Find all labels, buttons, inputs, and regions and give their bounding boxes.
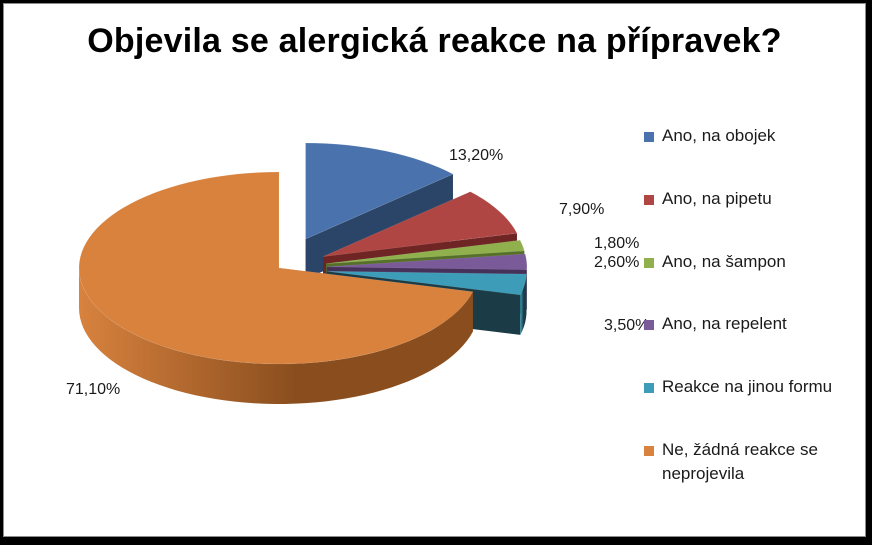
legend-item-repelent: Ano, na repelent <box>644 312 859 336</box>
data-label-obojek: 13,20% <box>449 147 503 164</box>
legend-label-repelent: Ano, na repelent <box>662 314 787 333</box>
legend-item-jina-forma: Reakce na jinou formu <box>644 375 859 399</box>
legend-item-pipetu: Ano, na pipetu <box>644 187 859 211</box>
legend-label-zadna-reakce: Ne, žádná reakce se neprojevila <box>662 440 818 483</box>
legend-label-sampon: Ano, na šampon <box>662 252 786 271</box>
chart-title: Objevila se alergická reakce na příprave… <box>87 22 782 60</box>
data-label-jina-forma: 3,50% <box>604 317 649 334</box>
pie-chart: 13,20% 7,90% 1,80% 2,60% 3,50% 71,10% <box>66 142 649 404</box>
legend-swatch-pipetu <box>644 195 654 205</box>
legend-swatch-obojek <box>644 132 654 142</box>
data-label-repelent: 2,60% <box>594 254 639 271</box>
legend-label-obojek: Ano, na obojek <box>662 126 776 145</box>
pie-slice-zadna-reakce <box>78 171 474 404</box>
legend-item-obojek: Ano, na obojek <box>644 124 859 148</box>
legend-item-zadna-reakce: Ne, žádná reakce se neprojevila <box>644 438 859 486</box>
legend-item-sampon: Ano, na šampon <box>644 250 859 274</box>
legend-label-pipetu: Ano, na pipetu <box>662 189 772 208</box>
legend-swatch-zadna-reakce <box>644 446 654 456</box>
data-label-zadna-reakce: 71,10% <box>66 381 120 398</box>
chart-area: Objevila se alergická reakce na příprave… <box>3 3 866 537</box>
legend-label-jina-forma: Reakce na jinou formu <box>662 377 833 396</box>
legend-swatch-repelent <box>644 320 654 330</box>
legend-swatch-jina-forma <box>644 383 654 393</box>
legend-swatch-sampon <box>644 258 654 268</box>
data-label-sampon: 1,80% <box>594 235 639 252</box>
data-label-pipetu: 7,90% <box>559 201 604 218</box>
